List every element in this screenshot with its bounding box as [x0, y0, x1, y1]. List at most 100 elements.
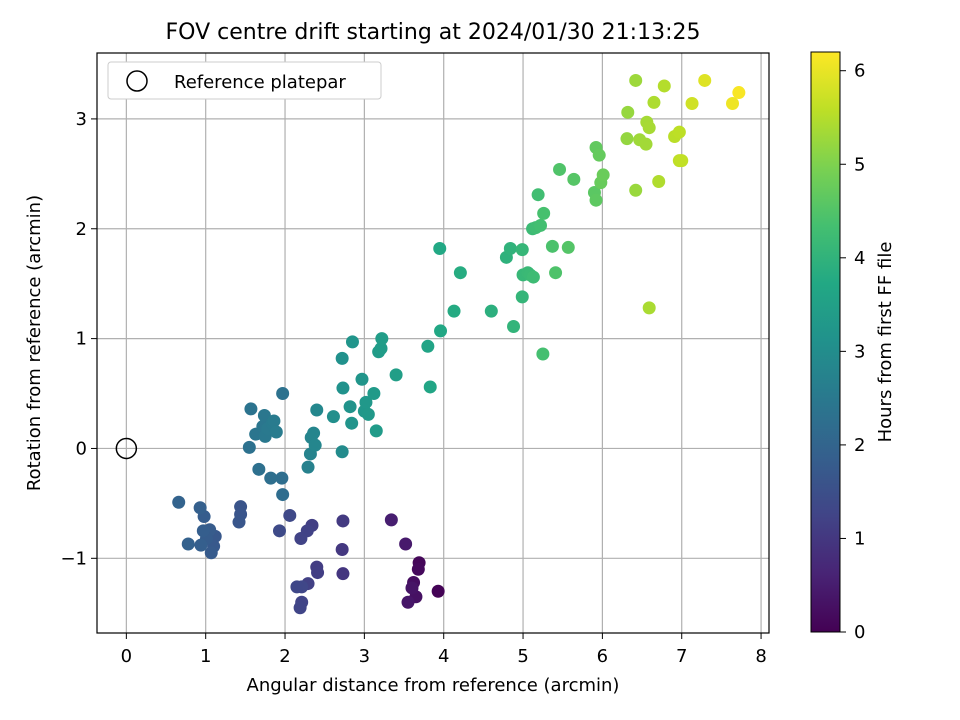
- colorbar-tick-label: 6: [854, 61, 865, 82]
- data-point: [276, 387, 290, 401]
- colorbar-gradient: [810, 51, 841, 633]
- data-point: [375, 332, 389, 346]
- legend-box: [107, 61, 382, 100]
- data-point: [657, 79, 671, 93]
- data-point: [172, 495, 186, 509]
- reference-point: [115, 437, 138, 460]
- legend-label: Reference platepar: [174, 72, 346, 93]
- data-point: [244, 402, 258, 416]
- data-point: [434, 324, 448, 338]
- colorbar-tick-label: 4: [854, 248, 865, 269]
- colorbar-tick-label: 5: [854, 154, 865, 175]
- data-point: [507, 320, 521, 334]
- data-point: [335, 445, 349, 459]
- data-point: [433, 242, 447, 256]
- data-point: [647, 95, 661, 109]
- data-point: [326, 410, 340, 424]
- data-point: [272, 524, 286, 538]
- data-point: [421, 339, 435, 353]
- scatter-points: [172, 73, 746, 615]
- chart-title: FOV centre drift starting at 2024/01/30 …: [166, 20, 701, 45]
- data-point: [526, 270, 540, 284]
- data-point: [685, 97, 699, 111]
- data-point: [310, 403, 324, 417]
- data-point: [384, 513, 398, 527]
- data-point: [232, 515, 246, 529]
- x-tick-label: 7: [676, 646, 687, 667]
- data-point: [336, 514, 350, 528]
- data-point: [343, 400, 357, 414]
- data-point: [389, 368, 403, 382]
- data-point: [194, 538, 208, 552]
- data-point: [193, 501, 207, 515]
- x-tick-label: 4: [438, 646, 449, 667]
- data-point: [275, 471, 289, 485]
- data-point: [335, 351, 349, 365]
- data-point: [355, 372, 369, 386]
- data-point: [726, 97, 740, 111]
- data-point: [553, 162, 567, 176]
- data-point: [534, 218, 548, 232]
- data-point: [515, 290, 529, 304]
- data-point: [252, 462, 266, 476]
- data-point: [621, 105, 635, 119]
- y-axis-label: Rotation from reference (arcmin): [24, 195, 45, 491]
- legend-marker: [126, 70, 148, 92]
- data-point: [423, 380, 437, 394]
- data-point: [336, 567, 350, 581]
- data-point: [639, 137, 653, 151]
- data-point: [537, 206, 551, 220]
- data-point: [294, 532, 308, 546]
- data-point: [204, 546, 218, 560]
- data-point: [545, 239, 559, 253]
- data-point: [642, 121, 656, 135]
- data-point: [515, 243, 529, 257]
- data-point: [589, 193, 603, 207]
- data-point: [447, 304, 461, 318]
- data-point: [269, 425, 283, 439]
- y-tick-label: 2: [76, 219, 87, 240]
- data-point: [290, 580, 304, 594]
- data-point: [361, 407, 375, 421]
- colorbar-ticks: 0 1 2 3 4 5 6: [840, 61, 865, 643]
- data-point: [431, 584, 445, 598]
- data-point: [401, 595, 415, 609]
- data-point: [411, 562, 425, 576]
- data-point: [642, 301, 656, 315]
- data-point: [629, 183, 643, 197]
- data-point: [399, 537, 413, 551]
- data-point: [549, 266, 563, 280]
- data-point: [345, 416, 359, 430]
- data-point: [484, 304, 498, 318]
- colorbar: 0 1 2 3 4 5 6 Hours from first FF file: [810, 51, 896, 643]
- data-point: [276, 488, 290, 502]
- y-tick-label: 3: [76, 109, 87, 130]
- data-point: [359, 395, 373, 409]
- axes-frame: [96, 52, 770, 634]
- x-tick-label: 2: [279, 646, 290, 667]
- x-tick-label: 3: [359, 646, 370, 667]
- x-tick-label: 6: [597, 646, 608, 667]
- data-point: [503, 242, 517, 256]
- y-axis-ticks: −1 0 1 2 3: [60, 109, 97, 569]
- data-point: [405, 581, 419, 595]
- data-point: [308, 438, 322, 452]
- data-point: [242, 440, 256, 454]
- data-point: [293, 601, 307, 615]
- legend: Reference platepar: [107, 61, 382, 100]
- y-tick-label: 0: [76, 438, 87, 459]
- data-point: [698, 73, 712, 87]
- x-axis-ticks: 0 1 2 3 4 5 6 7 8: [121, 633, 767, 667]
- data-point: [283, 508, 297, 522]
- data-point: [592, 148, 606, 162]
- y-tick-label: −1: [60, 548, 87, 569]
- data-point: [675, 154, 689, 168]
- data-point: [453, 266, 467, 280]
- data-point: [345, 335, 359, 349]
- x-tick-label: 1: [200, 646, 211, 667]
- data-point: [732, 86, 746, 100]
- data-point: [301, 460, 315, 474]
- data-point: [264, 471, 278, 485]
- data-point: [531, 188, 545, 202]
- x-tick-label: 0: [121, 646, 132, 667]
